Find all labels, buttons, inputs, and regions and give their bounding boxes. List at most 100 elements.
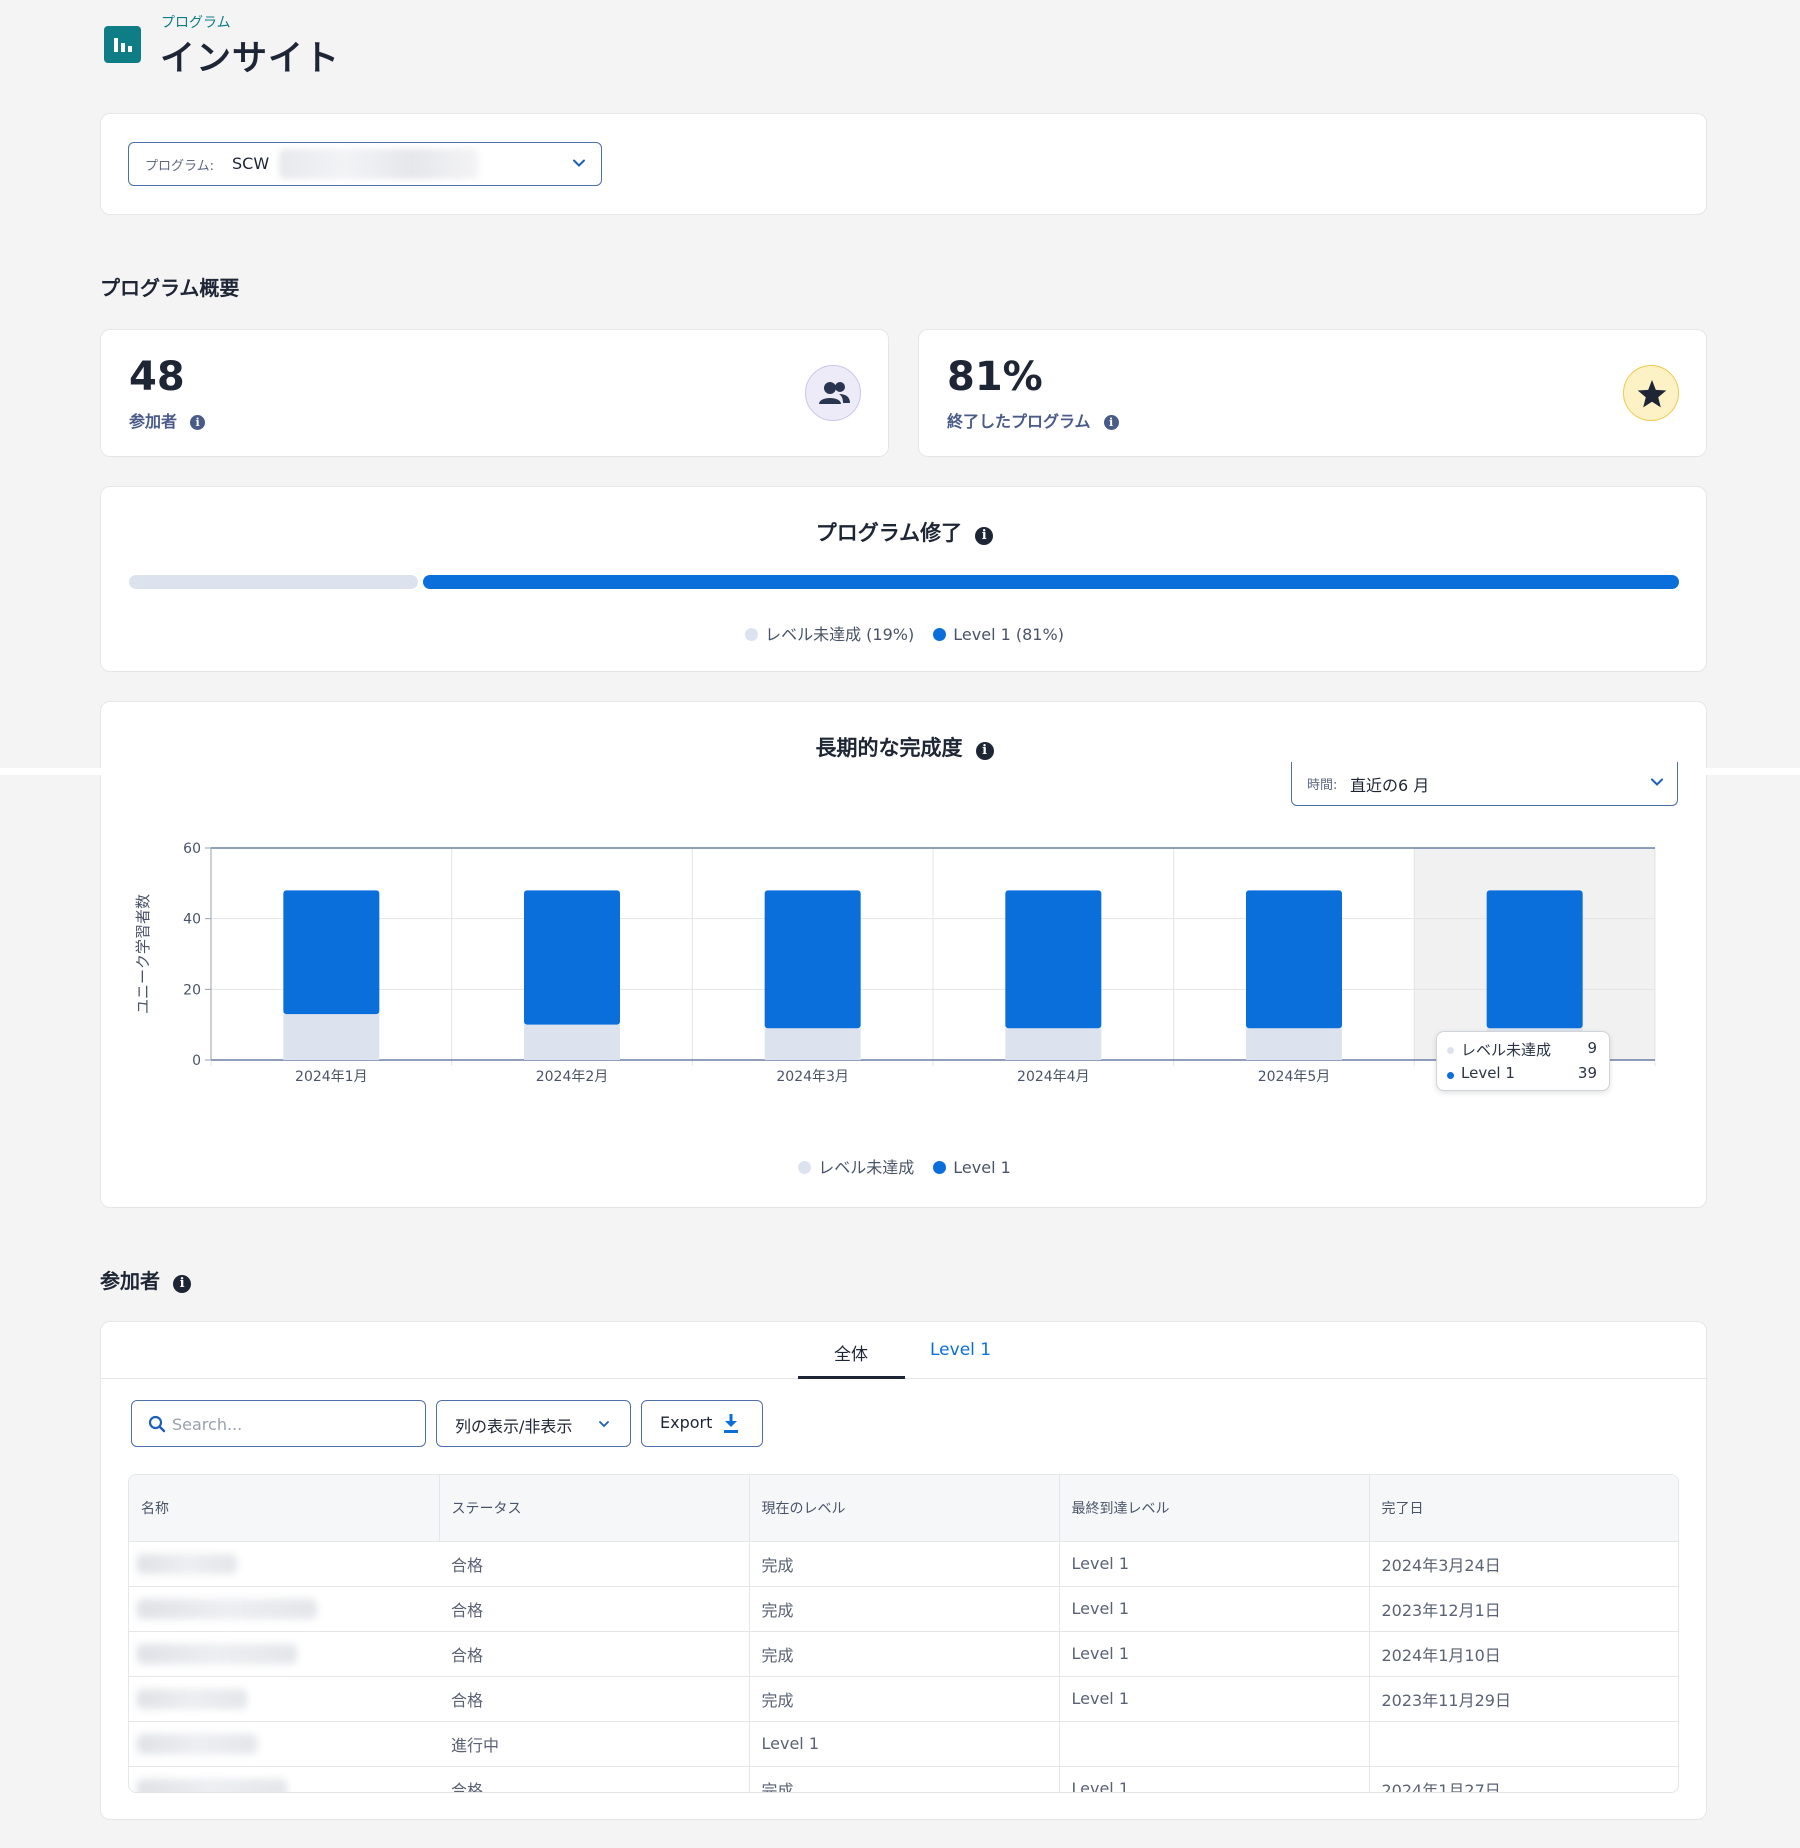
tab-all[interactable]: 全体 xyxy=(834,1345,868,1365)
column-header-completed-date[interactable]: 完了日 xyxy=(1369,1475,1678,1542)
info-icon[interactable]: i xyxy=(1103,415,1119,430)
column-header-status[interactable]: ステータス xyxy=(439,1475,750,1542)
chevron-down-icon xyxy=(1651,778,1663,786)
cell-highest-level xyxy=(1059,1721,1370,1767)
cell-name[interactable] xyxy=(129,1586,439,1632)
cell-highest-level: Level 1 xyxy=(1059,1631,1370,1677)
table-row[interactable]: 合格 完成 Level 1 2023年11月29日 xyxy=(129,1676,1678,1722)
cell-current-level: 完成 xyxy=(749,1676,1060,1722)
tooltip-row-level-1: Level 1 39 xyxy=(1447,1064,1597,1086)
cell-name[interactable] xyxy=(129,1541,439,1587)
completion-progress-bar xyxy=(129,575,1679,589)
time-select-label: 時間: xyxy=(1307,778,1338,793)
redacted-name xyxy=(137,1598,317,1619)
toggle-columns-button[interactable]: 列の表示/非表示 xyxy=(436,1400,631,1447)
bar-not-achieved xyxy=(1005,1028,1102,1060)
redacted-name xyxy=(137,1553,237,1574)
completed-stat-card: 81% 終了したプログラム i xyxy=(918,329,1707,457)
tab-level-1[interactable]: Level 1 xyxy=(930,1340,992,1360)
program-select-label: プログラム: xyxy=(145,159,214,174)
legend-item-level-1: Level 1 (81%) xyxy=(933,625,1064,644)
progress-segment-level-1 xyxy=(423,575,1679,589)
redacted-program-name xyxy=(279,149,479,179)
cell-status: 合格 xyxy=(439,1586,750,1632)
bar-level-1 xyxy=(524,890,620,1025)
table-header-row: 名称 ステータス 現在のレベル 最終到達レベル 完了日 xyxy=(129,1475,1678,1542)
cell-completed-date: 2024年3月24日 xyxy=(1369,1541,1678,1587)
breadcrumb[interactable]: プログラム xyxy=(161,15,231,31)
cell-completed-date: 2024年1月27日 xyxy=(1369,1766,1678,1792)
search-icon xyxy=(148,1415,166,1433)
search-field[interactable] xyxy=(131,1400,426,1447)
table-row[interactable]: 合格 完成 Level 1 2024年1月10日 xyxy=(129,1631,1678,1677)
completion-title: プログラム修了 xyxy=(815,521,963,545)
cell-completed-date: 2023年12月1日 xyxy=(1369,1586,1678,1632)
x-tick-label: 2024年4月 xyxy=(1017,1069,1090,1085)
bar-level-1 xyxy=(1005,890,1102,1029)
chevron-down-icon xyxy=(573,159,585,167)
page-title: インサイト xyxy=(160,39,341,79)
redacted-name xyxy=(137,1778,287,1792)
legend-swatch xyxy=(933,628,947,641)
info-icon[interactable]: i xyxy=(190,415,206,430)
cell-name[interactable] xyxy=(129,1766,439,1792)
table-row[interactable]: 合格 完成 Level 1 2023年12月1日 xyxy=(129,1586,1678,1632)
overview-heading: プログラム概要 xyxy=(100,276,240,300)
redacted-name xyxy=(137,1733,257,1754)
y-tick-label: 40 xyxy=(183,912,201,928)
participants-heading: 参加者 xyxy=(100,1269,160,1293)
cell-name[interactable] xyxy=(129,1631,439,1677)
long-term-bar-chart: 0 20 40 60 2024年1月 2024年2月 2024年3月 2024年4月 2024年… xyxy=(134,841,1656,1085)
y-axis-label: ユニーク学習者数 xyxy=(134,894,152,1014)
chart-tooltip: レベル未達成 9 Level 1 39 xyxy=(1436,1031,1610,1091)
export-button[interactable]: Export xyxy=(641,1400,763,1447)
chevron-down-icon xyxy=(599,1421,609,1428)
time-range-select[interactable]: 時間: 直近の6 月 xyxy=(1291,762,1678,806)
search-input[interactable] xyxy=(172,1413,412,1435)
legend-item-not-achieved[interactable]: レベル未達成 xyxy=(798,1158,919,1177)
cell-completed-date xyxy=(1369,1721,1678,1767)
bar-not-achieved xyxy=(764,1028,861,1060)
x-tick-label: 2024年2月 xyxy=(536,1069,609,1085)
table-row[interactable]: 進行中 Level 1 xyxy=(129,1721,1678,1767)
cell-highest-level: Level 1 xyxy=(1059,1766,1370,1792)
participants-count: 48 xyxy=(129,354,185,400)
bar-not-achieved xyxy=(524,1024,620,1060)
redacted-name xyxy=(137,1688,247,1709)
completed-label: 終了したプログラム xyxy=(947,412,1091,431)
program-select-value: SCW xyxy=(232,154,270,173)
bar-level-1 xyxy=(764,890,861,1029)
info-icon[interactable]: i xyxy=(975,742,994,760)
cell-name[interactable] xyxy=(129,1676,439,1722)
bar-chart-icon xyxy=(104,26,141,63)
cell-completed-date: 2023年11月29日 xyxy=(1369,1676,1678,1722)
cell-current-level: 完成 xyxy=(749,1631,1060,1677)
x-tick-label: 2024年5月 xyxy=(1258,1069,1331,1085)
cell-name[interactable] xyxy=(129,1721,439,1767)
toggle-columns-label: 列の表示/非表示 xyxy=(455,1417,573,1436)
program-select[interactable]: プログラム: SCW xyxy=(128,142,602,186)
participants-table: 名称 ステータス 現在のレベル 最終到達レベル 完了日 合格 完成 Level … xyxy=(128,1474,1679,1793)
column-header-name[interactable]: 名称 xyxy=(129,1475,440,1542)
progress-segment-not-achieved xyxy=(129,575,418,589)
export-label: Export xyxy=(660,1413,713,1432)
participants-stat-card: 48 参加者 i xyxy=(100,329,889,457)
legend-swatch xyxy=(798,1161,812,1174)
legend-item-not-achieved: レベル未達成 (19%) xyxy=(745,625,919,644)
x-tick-label: 2024年3月 xyxy=(776,1069,849,1085)
info-icon[interactable]: i xyxy=(173,1275,192,1293)
column-header-current-level[interactable]: 現在のレベル xyxy=(749,1475,1060,1542)
bar-not-achieved xyxy=(283,1014,380,1060)
table-row[interactable]: 合格 完成 Level 1 2024年1月27日 xyxy=(129,1766,1678,1792)
y-tick-label: 0 xyxy=(192,1053,201,1069)
table-row[interactable]: 合格 完成 Level 1 2024年3月24日 xyxy=(129,1541,1678,1587)
participants-label: 参加者 xyxy=(129,412,178,431)
column-header-highest-level[interactable]: 最終到達レベル xyxy=(1059,1475,1370,1542)
info-icon[interactable]: i xyxy=(975,527,994,545)
legend-item-level-1[interactable]: Level 1 xyxy=(933,1158,1011,1177)
active-tab-indicator xyxy=(798,1376,905,1379)
bar-level-1 xyxy=(1486,890,1583,1029)
y-tick-label: 60 xyxy=(183,841,201,857)
tooltip-swatch xyxy=(1447,1047,1454,1054)
redacted-name xyxy=(137,1643,297,1664)
